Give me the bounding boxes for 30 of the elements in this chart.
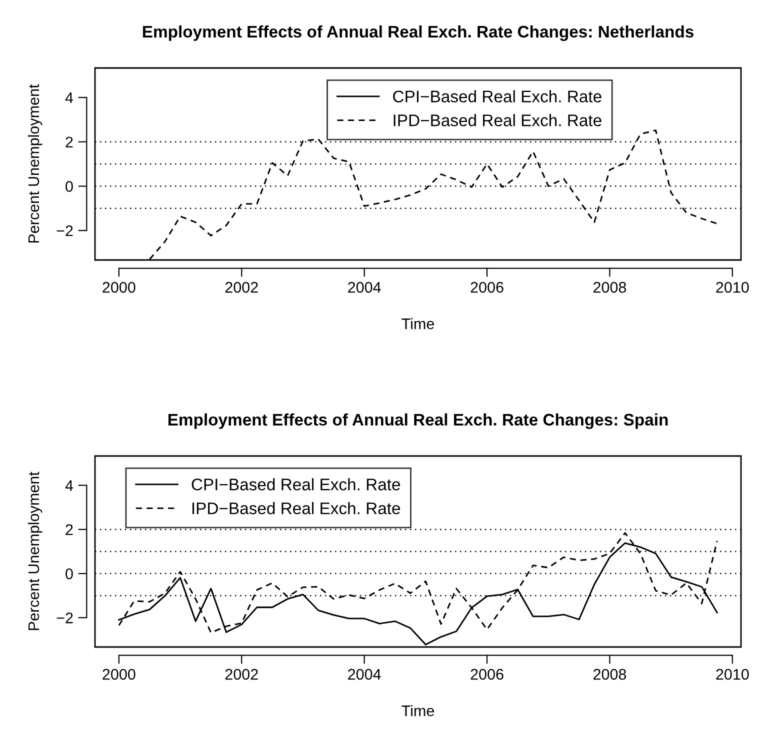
x-tick-label: 2000 [102,668,136,680]
y-tick-label: 4 [65,92,74,104]
y-tick-label: 0 [66,568,73,580]
x-axis-title: Time [402,318,434,330]
x-tick-label: 2006 [470,668,504,680]
x-tick-label: 2008 [593,668,626,680]
x-axis-title: Time [402,704,434,716]
x-tick-label: 2008 [593,282,626,293]
x-tick-label: 2010 [716,282,749,293]
legend-label: CPI−Based Real Exch. Rate [393,90,602,102]
x-tick-label: 2006 [470,282,504,293]
y-axis-title: Percent Unemployment [28,472,42,630]
legend-label: CPI−Based Real Exch. Rate [192,478,400,490]
legend-label: IPD−Based Real Exch. Rate [192,502,400,514]
x-tick-label: 2002 [225,668,258,680]
y-tick-label: −2 [56,225,73,236]
legend-label: IPD−Based Real Exch. Rate [394,114,602,126]
x-tick-label: 2010 [716,668,749,680]
y-tick-label: 2 [66,524,73,535]
y-tick-label: 2 [66,136,73,148]
y-axis-title: Percent Unemployment [28,84,42,243]
x-tick-label: 2002 [225,282,258,293]
x-tick-label: 2004 [348,282,381,293]
x-tick-label: 2004 [348,668,381,680]
chart-title: Employment Effects of Annual Real Exch. Rate Changes: Spain [168,413,668,429]
y-tick-label: 0 [66,181,73,192]
x-tick-label: 2000 [102,282,136,293]
y-tick-label: −2 [56,612,73,624]
chart-title: Employment Effects of Annual Real Exch. Rate Changes: Netherlands [142,25,694,41]
y-tick-label: 4 [65,480,74,491]
